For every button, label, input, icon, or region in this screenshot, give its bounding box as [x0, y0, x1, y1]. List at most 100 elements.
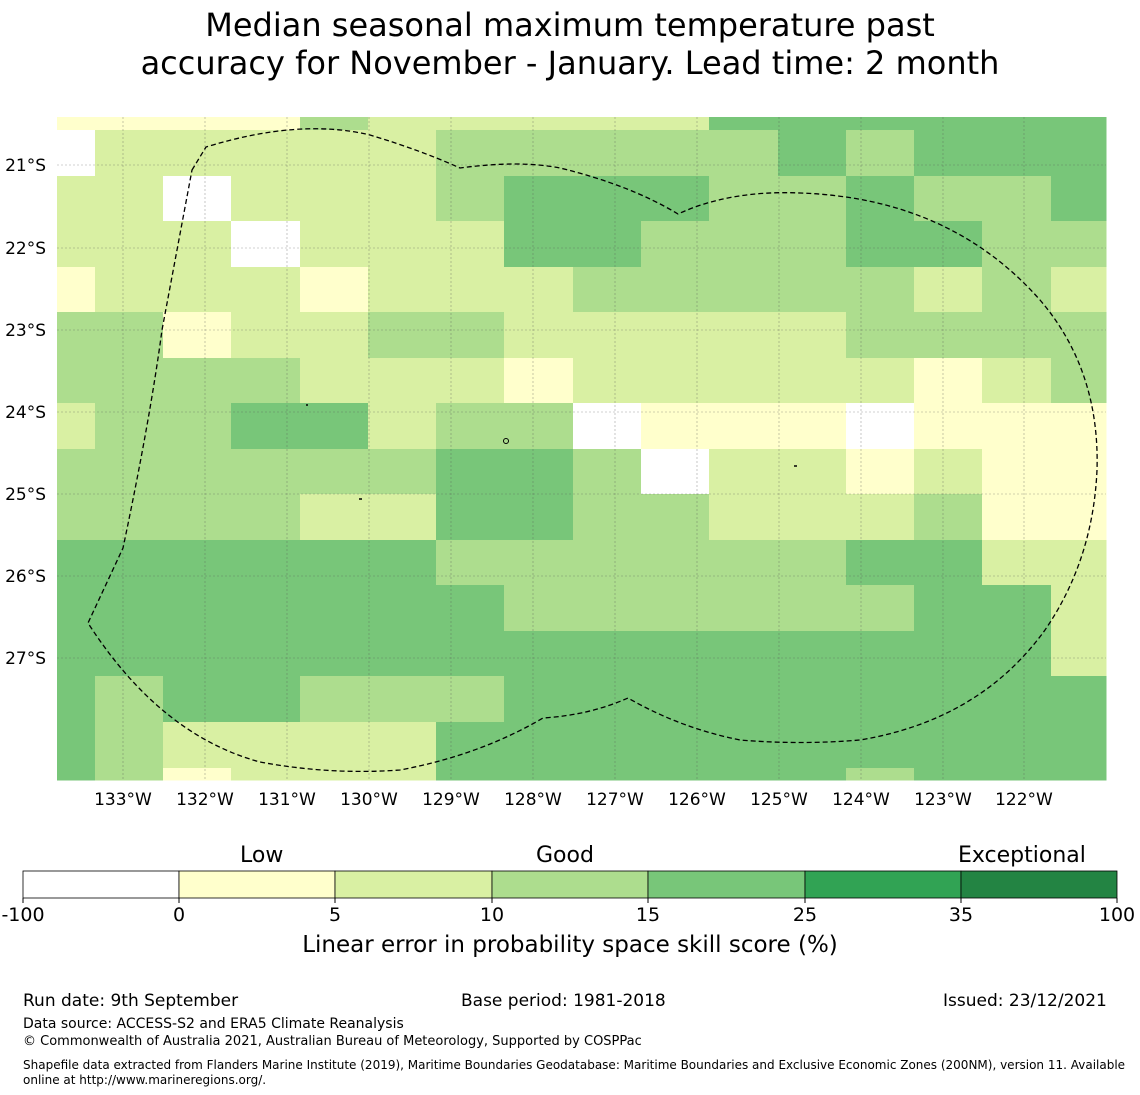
grid-cell [573, 540, 642, 586]
grid-cell [709, 449, 779, 495]
grid-cell [573, 312, 642, 359]
grid-cell [163, 117, 232, 131]
grid-cell [982, 768, 1052, 781]
longitude-label: 128°W [504, 790, 562, 810]
longitude-label: 131°W [258, 790, 316, 810]
grid-cell [231, 494, 301, 541]
grid-cell [300, 358, 369, 404]
grid-cell [846, 312, 915, 359]
grid-cell [436, 312, 505, 359]
grid-cell [1051, 403, 1107, 450]
grid-cell [163, 267, 232, 313]
title-line-1: Median seasonal maximum temperature past [205, 6, 935, 44]
grid-cell [709, 117, 779, 131]
grid-cell [57, 585, 96, 632]
grid-cell [95, 312, 164, 359]
grid-cell [641, 358, 710, 404]
grid-cell [914, 631, 983, 677]
grid-cell [1051, 358, 1107, 404]
colorbar-tick-label: 15 [636, 904, 660, 926]
grid-cell [504, 449, 574, 495]
colorbar-segment [804, 870, 962, 899]
grid-cell [846, 676, 915, 723]
eez-boundary [87, 128, 1098, 773]
grid-cell [436, 768, 505, 781]
grid-cell [95, 358, 164, 404]
grid-cell [300, 130, 369, 177]
latitude-labels: 21°S 22°S 23°S 24°S 25°S 26°S 27°S [5, 156, 46, 669]
grid-cell [57, 722, 96, 769]
grid-cell [914, 449, 983, 495]
issued-date: Issued: 23/12/2021 [943, 991, 1107, 1011]
grid-cell [300, 221, 369, 268]
grid-cell [95, 403, 164, 450]
grid-cell [300, 267, 369, 313]
grid-cell [57, 117, 96, 131]
grid-cell [914, 117, 983, 131]
grid-cell [368, 312, 437, 359]
grid-cell [57, 358, 96, 404]
title-line-2: accuracy for November - January. Lead ti… [140, 44, 1000, 82]
grid-cell [231, 676, 301, 723]
grid-cell [436, 449, 505, 495]
grid-cell [709, 267, 779, 313]
grid-cell [504, 585, 574, 632]
latitude-label: 21°S [5, 156, 46, 176]
grid-cell [436, 358, 505, 404]
grid-cell [641, 540, 710, 586]
grid-cell [504, 267, 574, 313]
grid-cell [504, 403, 574, 450]
longitude-label: 130°W [340, 790, 398, 810]
grid-cell [300, 631, 369, 677]
grid-cell [368, 768, 437, 781]
grid-cell [709, 130, 779, 177]
grid-cell [231, 176, 301, 222]
longitude-label: 123°W [914, 790, 972, 810]
grid-cell [504, 130, 574, 177]
grid-cell [57, 768, 96, 781]
grid-cell [436, 585, 505, 632]
grid-cell [778, 585, 847, 632]
grid-cell [982, 312, 1052, 359]
grid-cell [163, 358, 232, 404]
grid-cell [573, 676, 642, 723]
grid-cell [709, 768, 779, 781]
grid-cell [504, 494, 574, 541]
grid-cell [231, 358, 301, 404]
grid-cell [982, 403, 1052, 450]
grid-cell [982, 358, 1052, 404]
grid-cell [709, 540, 779, 586]
grid-cell [914, 585, 983, 632]
grid-cell [368, 358, 437, 404]
grid-cell [641, 585, 710, 632]
grid-cell [1051, 312, 1107, 359]
grid-cell [231, 585, 301, 632]
run-date: Run date: 9th September [23, 991, 239, 1011]
longitude-label: 127°W [586, 790, 644, 810]
grid-cell [231, 631, 301, 677]
grid-cell [1051, 722, 1107, 769]
grid-cell [163, 676, 232, 723]
latitude-label: 26°S [5, 567, 46, 587]
grid-cell [300, 585, 369, 632]
grid-cell [982, 676, 1052, 723]
grid-cell [778, 722, 847, 769]
grid-cell [436, 130, 505, 177]
grid-cell [300, 449, 369, 495]
grid-cell [95, 221, 164, 268]
grid-cell [1051, 267, 1107, 313]
grid-cell [573, 768, 642, 781]
grid-cell [573, 585, 642, 632]
colorbar-category-good: Good [536, 843, 594, 868]
longitude-label: 124°W [832, 790, 890, 810]
grid-cell [300, 676, 369, 723]
grid-cell [846, 585, 915, 632]
grid-cell [57, 130, 96, 177]
grid-cell [1051, 768, 1107, 781]
grid-cell [914, 540, 983, 586]
grid-cell [163, 312, 232, 359]
grid-cell [573, 221, 642, 268]
longitude-label: 132°W [176, 790, 234, 810]
grid-cell [982, 494, 1052, 541]
grid-cell [846, 267, 915, 313]
